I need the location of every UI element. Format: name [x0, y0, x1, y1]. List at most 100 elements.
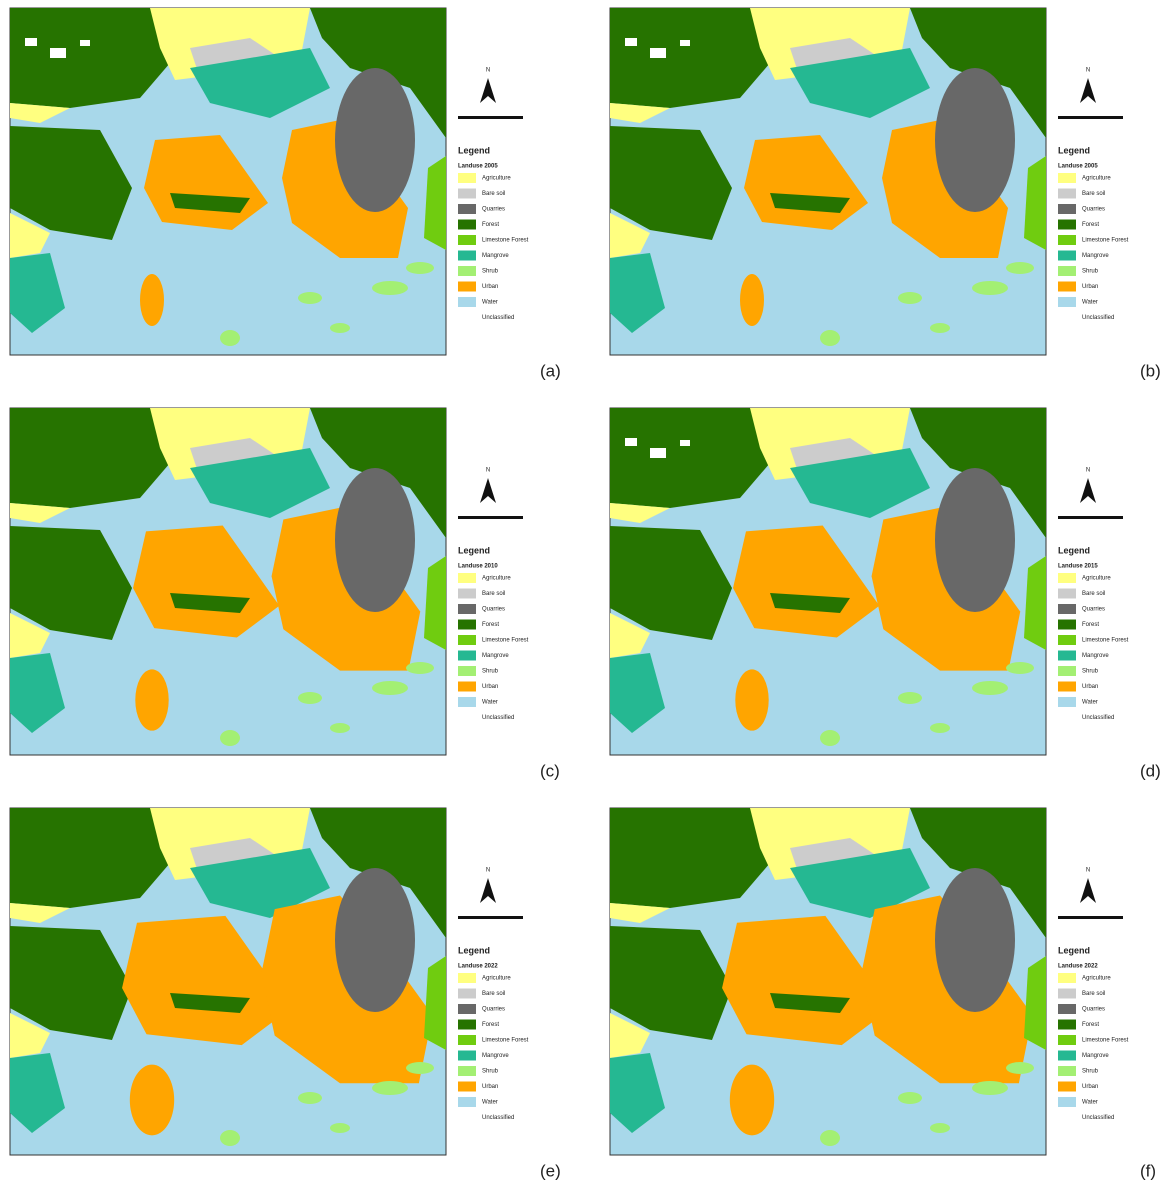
shrub — [1006, 262, 1034, 274]
legend-swatch — [458, 1020, 476, 1030]
shrub — [898, 1092, 922, 1104]
shrub — [820, 1130, 840, 1146]
legend-swatch — [1058, 1035, 1076, 1045]
legend-swatch — [458, 204, 476, 214]
shrub — [898, 692, 922, 704]
legend-item: Bare soil — [482, 991, 505, 997]
shrub — [930, 1123, 950, 1133]
legend-item: Urban — [482, 684, 498, 690]
unclassified — [650, 48, 666, 58]
quarries — [935, 68, 1015, 212]
map — [610, 808, 1046, 1155]
legend-item: Shrub — [1082, 1069, 1099, 1075]
panel-label: (f) — [1140, 1161, 1156, 1180]
legend-swatch — [1058, 1051, 1076, 1061]
unclassified — [650, 448, 666, 458]
legend-swatch — [1058, 235, 1076, 245]
legend-item: Water — [1082, 1100, 1098, 1106]
legend-title: Legend — [1058, 945, 1090, 955]
legend-item: Limestone Forest — [482, 238, 529, 244]
legend-swatch — [458, 1035, 476, 1045]
legend-item: Unclassified — [482, 315, 514, 321]
north-label: N — [1086, 68, 1090, 74]
shrub — [1006, 662, 1034, 674]
legend-subtitle: Landuse 2022 — [458, 964, 498, 970]
unclassified — [25, 38, 37, 46]
map-panel: NLegendLanduse 2022AgricultureBare soilQ… — [610, 808, 1156, 1180]
legend-item: Urban — [1082, 1084, 1098, 1090]
legend-swatch — [458, 235, 476, 245]
legend-item: Shrub — [1082, 269, 1099, 275]
urban-island — [140, 274, 164, 326]
legend-swatch — [458, 697, 476, 707]
shrub — [898, 292, 922, 304]
legend-item: Forest — [482, 1022, 499, 1028]
legend-swatch — [458, 1082, 476, 1092]
legend-subtitle: Landuse 2005 — [458, 164, 498, 170]
legend-item: Urban — [482, 1084, 498, 1090]
urban-island — [735, 669, 768, 730]
legend-swatch — [458, 1004, 476, 1014]
legend-item: Agriculture — [1082, 576, 1111, 582]
legend-swatch — [458, 1051, 476, 1061]
north-arrow — [1080, 78, 1096, 103]
legend-item: Quarries — [1082, 1007, 1105, 1013]
legend-item: Limestone Forest — [482, 1038, 529, 1044]
urban-island — [130, 1065, 174, 1136]
north-label: N — [486, 468, 490, 474]
legend-item: Water — [482, 700, 498, 706]
legend-swatch — [1058, 635, 1076, 645]
legend-item: Bare soil — [1082, 991, 1105, 997]
panel-label: (a) — [540, 361, 561, 380]
legend-swatch — [1058, 604, 1076, 614]
north-label: N — [1086, 868, 1090, 874]
north-arrow — [1080, 478, 1096, 503]
legend-swatch — [458, 173, 476, 183]
quarries — [335, 68, 415, 212]
legend-swatch — [458, 604, 476, 614]
map — [10, 8, 446, 355]
legend-item: Agriculture — [482, 576, 511, 582]
legend-item: Mangrove — [1082, 653, 1109, 659]
legend-item: Quarries — [482, 207, 505, 213]
urban-island — [730, 1065, 774, 1136]
legend-swatch — [1058, 666, 1076, 676]
legend-swatch — [1058, 973, 1076, 983]
unclassified — [625, 38, 637, 46]
scale-bar — [1058, 916, 1123, 919]
quarries — [935, 868, 1015, 1012]
legend-swatch — [1058, 204, 1076, 214]
legend-item: Bare soil — [482, 191, 505, 197]
legend-title: Legend — [458, 545, 490, 555]
unclassified — [680, 440, 690, 446]
unclassified — [680, 40, 690, 46]
legend-subtitle: Landuse 2005 — [1058, 164, 1098, 170]
legend-title: Legend — [1058, 545, 1090, 555]
legend-item: Bare soil — [1082, 591, 1105, 597]
shrub — [972, 681, 1008, 695]
legend-swatch — [1058, 651, 1076, 661]
legend-subtitle: Landuse 2010 — [458, 564, 498, 570]
shrub — [220, 330, 240, 346]
legend-item: Limestone Forest — [1082, 1038, 1129, 1044]
shrub — [930, 323, 950, 333]
legend-swatch — [1058, 573, 1076, 583]
legend-item: Agriculture — [1082, 976, 1111, 982]
urban-island — [135, 669, 168, 730]
shrub — [372, 681, 408, 695]
legend-item: Agriculture — [1082, 176, 1111, 182]
shrub — [330, 1123, 350, 1133]
legend-swatch — [458, 666, 476, 676]
legend-item: Shrub — [482, 1069, 499, 1075]
north-label: N — [486, 68, 490, 74]
legend-item: Mangrove — [1082, 253, 1109, 259]
legend-item: Bare soil — [1082, 191, 1105, 197]
map-panel: NLegendLanduse 2015AgricultureBare soilQ… — [610, 408, 1161, 780]
legend-swatch — [458, 682, 476, 692]
shrub — [406, 262, 434, 274]
north-arrow — [1080, 878, 1096, 903]
legend-swatch — [1058, 682, 1076, 692]
scale-bar — [458, 116, 523, 119]
unclassified — [50, 48, 66, 58]
legend-swatch — [1058, 1082, 1076, 1092]
